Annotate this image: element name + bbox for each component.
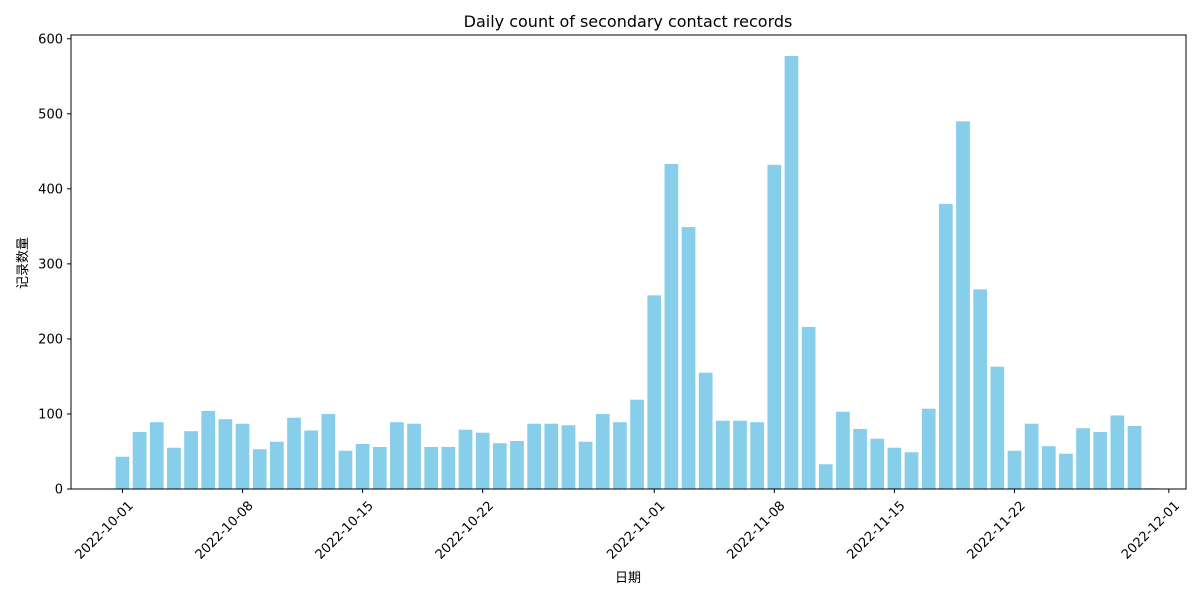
bar-2022-10-27 bbox=[561, 425, 576, 489]
x-axis-title: 日期 bbox=[615, 571, 641, 586]
bar-2022-11-04 bbox=[698, 372, 713, 489]
bar-2022-11-27 bbox=[1093, 431, 1108, 489]
bar-2022-10-01 bbox=[115, 456, 130, 489]
bar-2022-11-25 bbox=[1059, 453, 1073, 489]
bar-2022-10-16 bbox=[372, 446, 387, 489]
y-tick-label: 300 bbox=[38, 257, 63, 272]
y-axis-title: 记录数量 bbox=[16, 237, 31, 289]
y-tick-label: 500 bbox=[38, 107, 63, 122]
bar-2022-10-31 bbox=[630, 399, 644, 489]
bar-2022-10-29 bbox=[595, 413, 610, 489]
bar-2022-11-28 bbox=[1110, 415, 1125, 489]
bar-2022-11-14 bbox=[870, 438, 885, 489]
bar-2022-11-29 bbox=[1127, 425, 1142, 489]
y-tick-label: 100 bbox=[38, 407, 63, 422]
bar-2022-11-01 bbox=[647, 295, 662, 489]
bar-2022-10-06 bbox=[201, 410, 216, 489]
bar-2022-10-14 bbox=[338, 450, 353, 489]
bar-2022-11-17 bbox=[921, 408, 936, 489]
bar-2022-10-17 bbox=[390, 422, 404, 489]
bar-2022-10-05 bbox=[184, 431, 198, 489]
bar-2022-10-20 bbox=[441, 446, 456, 489]
bar-2022-10-02 bbox=[132, 431, 147, 489]
bar-2022-10-03 bbox=[149, 422, 164, 489]
plot-frame bbox=[70, 34, 1187, 490]
bar-2022-11-10 bbox=[801, 326, 816, 489]
bar-2022-10-28 bbox=[578, 441, 593, 489]
bar-2022-10-25 bbox=[527, 423, 542, 489]
bar-2022-10-11 bbox=[287, 417, 301, 489]
bar-2022-11-02 bbox=[664, 164, 679, 489]
bar-2022-11-12 bbox=[836, 411, 850, 489]
bar-2022-10-15 bbox=[355, 443, 370, 489]
bar-2022-11-24 bbox=[1041, 446, 1056, 489]
bar-2022-11-16 bbox=[904, 452, 919, 489]
bar-2022-11-21 bbox=[990, 366, 1005, 489]
bar-2022-11-19 bbox=[956, 121, 970, 490]
bar-2022-11-09 bbox=[784, 56, 799, 489]
bar-2022-11-20 bbox=[973, 289, 988, 489]
bar-2022-11-26 bbox=[1076, 428, 1090, 489]
bar-2022-10-21 bbox=[458, 429, 473, 489]
bar-2022-10-10 bbox=[269, 441, 284, 489]
bar-2022-11-03 bbox=[681, 227, 696, 490]
bar-2022-11-22 bbox=[1007, 450, 1022, 489]
y-tick-label: 400 bbox=[38, 182, 63, 197]
bar-2022-10-13 bbox=[321, 413, 336, 489]
bar-2022-11-07 bbox=[750, 422, 765, 489]
bar-2022-11-15 bbox=[887, 447, 902, 489]
bar-2022-10-18 bbox=[407, 423, 421, 489]
bar-2022-10-23 bbox=[492, 443, 507, 489]
bar-2022-10-07 bbox=[218, 419, 233, 489]
bar-2022-11-18 bbox=[938, 203, 953, 489]
bar-2022-10-24 bbox=[510, 440, 524, 489]
y-tick-label: 0 bbox=[55, 483, 63, 498]
bar-2022-10-08 bbox=[235, 423, 250, 489]
y-tick-label: 200 bbox=[38, 332, 63, 347]
bar-2022-10-09 bbox=[252, 449, 267, 489]
bar-2022-11-11 bbox=[818, 464, 833, 489]
bar-2022-10-26 bbox=[544, 423, 559, 489]
bar-2022-10-19 bbox=[424, 446, 439, 489]
chart-title: Daily count of secondary contact records bbox=[464, 12, 793, 31]
bar-2022-10-12 bbox=[304, 430, 319, 489]
bar-2022-11-06 bbox=[733, 420, 747, 489]
bar-2022-11-13 bbox=[853, 428, 867, 489]
y-tick-label: 600 bbox=[38, 32, 63, 47]
bar-2022-10-04 bbox=[167, 447, 181, 489]
y-axis: 0 100 200 300 400 500 600 bbox=[38, 32, 71, 498]
bar-2022-11-05 bbox=[715, 420, 730, 489]
bars-group bbox=[115, 56, 1159, 490]
bar-2022-11-23 bbox=[1024, 423, 1039, 489]
bar-2022-11-08 bbox=[767, 164, 782, 489]
bar-2022-10-22 bbox=[475, 432, 490, 489]
bar-2022-10-30 bbox=[613, 422, 627, 489]
